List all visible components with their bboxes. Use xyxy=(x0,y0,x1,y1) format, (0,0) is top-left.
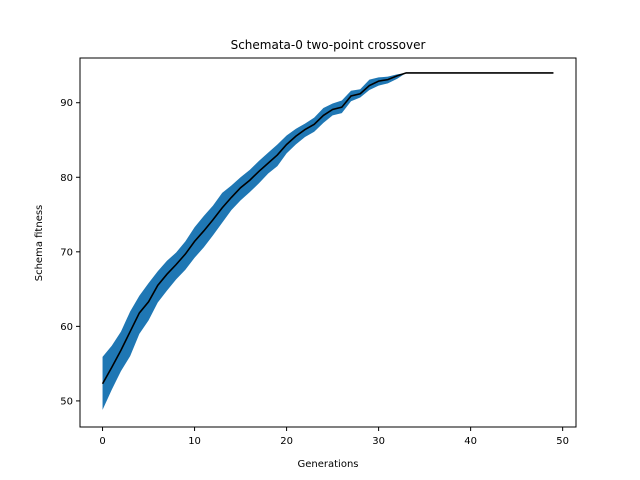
x-tick-label: 50 xyxy=(556,436,569,447)
y-tick-label: 70 xyxy=(60,247,73,258)
y-tick-label: 80 xyxy=(60,173,73,184)
chart-title: Schemata-0 two-point crossover xyxy=(231,38,426,52)
x-axis-title: Generations xyxy=(298,459,359,470)
y-tick-label: 90 xyxy=(60,98,73,109)
y-tick-label: 60 xyxy=(60,322,73,333)
mean-line xyxy=(101,72,554,385)
y-tick-label: 50 xyxy=(60,396,73,407)
x-axis: 0 10 20 30 40 50 xyxy=(99,427,569,447)
y-axis-title: Schema fitness xyxy=(34,205,45,282)
x-tick-label: 20 xyxy=(280,436,293,447)
axes-frame xyxy=(79,57,577,428)
std-band xyxy=(102,72,554,410)
x-tick-label: 40 xyxy=(464,436,477,447)
y-axis: 50 60 70 80 90 xyxy=(60,98,80,407)
x-tick-label: 10 xyxy=(188,436,201,447)
x-tick-label: 30 xyxy=(372,436,385,447)
plot-area xyxy=(101,72,554,410)
x-tick-label: 0 xyxy=(99,436,105,447)
